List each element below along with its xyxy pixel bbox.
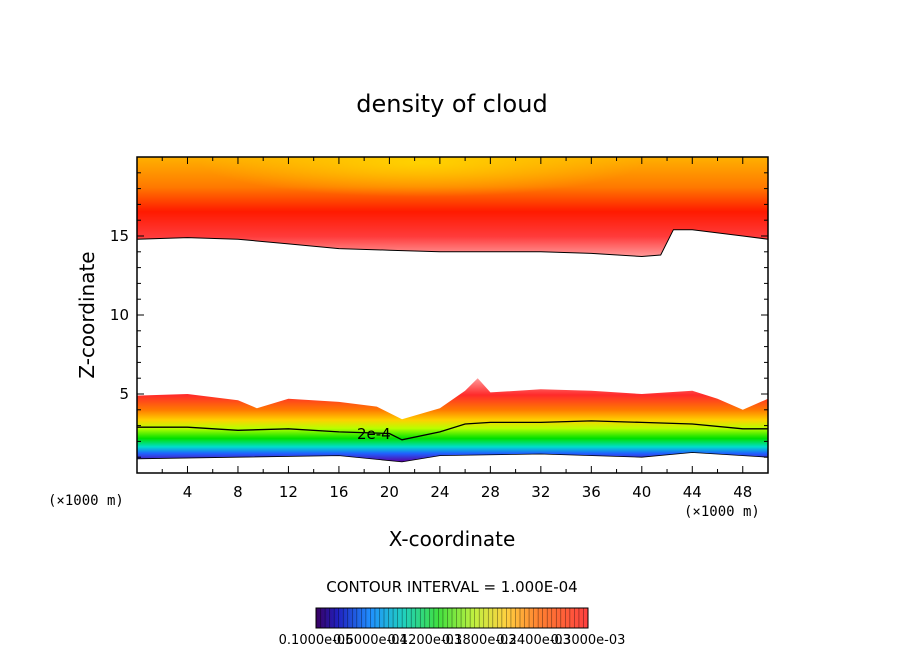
- colorbar-labels: 0.1000e-050.6000e-040.1200e-030.1800e-03…: [279, 633, 626, 648]
- contour-interval-text: CONTOUR INTERVAL = 1.000E-04: [326, 578, 577, 596]
- colorbar-label: 0.2400e-03: [496, 633, 571, 648]
- x-tick-label: 12: [279, 483, 298, 501]
- x-tick-label: 44: [683, 483, 702, 501]
- contour-label: 2e-4: [357, 425, 391, 443]
- x-tick-label: 16: [329, 483, 348, 501]
- colorbar-label: 0.1200e-03: [387, 633, 462, 648]
- x-origin-unit-label: (×1000 m): [48, 493, 124, 509]
- chart-title: density of cloud: [356, 90, 547, 118]
- lower-cloud-fill: [137, 378, 768, 462]
- x-tick-label: 24: [430, 483, 449, 501]
- x-tick-label: 32: [531, 483, 550, 501]
- y-tick-label: 15: [110, 227, 129, 245]
- x-tick-label: 8: [233, 483, 243, 501]
- x-axis-ticks: 4 8 12 16 20 24 28 32 36 40 44 48: [161, 157, 752, 501]
- contour-2e-4: [137, 420, 768, 441]
- colorbar: 0.1000e-050.6000e-040.1200e-030.1800e-03…: [279, 607, 626, 648]
- lower-cloud-base-contour: [137, 452, 768, 463]
- upper-cloud-layer: [137, 157, 768, 258]
- upper-cloud-core: [137, 157, 768, 257]
- colorbar-label: 0.6000e-04: [333, 633, 408, 648]
- y-tick-label: 10: [110, 306, 129, 324]
- x-tick-label: 40: [632, 483, 651, 501]
- x-tick-label: 20: [380, 483, 399, 501]
- x-tick-label: 48: [733, 483, 752, 501]
- below-cloud-region: [137, 452, 768, 473]
- contour-lines: [137, 420, 768, 463]
- y-tick-label: 5: [119, 385, 129, 403]
- colorbar-label: 0.1000e-05: [279, 633, 354, 648]
- colorbar-label: 0.3000e-03: [551, 633, 626, 648]
- x-axis-title: X-coordinate: [389, 527, 516, 551]
- x-tick-label: 36: [582, 483, 601, 501]
- x-tick-label: 28: [481, 483, 500, 501]
- x-axis-unit-label: (×1000 m): [684, 504, 760, 520]
- upper-cloud-base-contour: [137, 229, 768, 258]
- colorbar-label: 0.1800e-03: [442, 633, 517, 648]
- y-axis-title: Z-coordinate: [75, 251, 99, 378]
- x-tick-label: 4: [183, 483, 193, 501]
- lower-cloud-layer: [137, 378, 768, 473]
- colorbar-ticks: [320, 608, 584, 628]
- plot-area: [137, 157, 768, 473]
- y-axis-ticks: 5 10 15: [110, 172, 768, 458]
